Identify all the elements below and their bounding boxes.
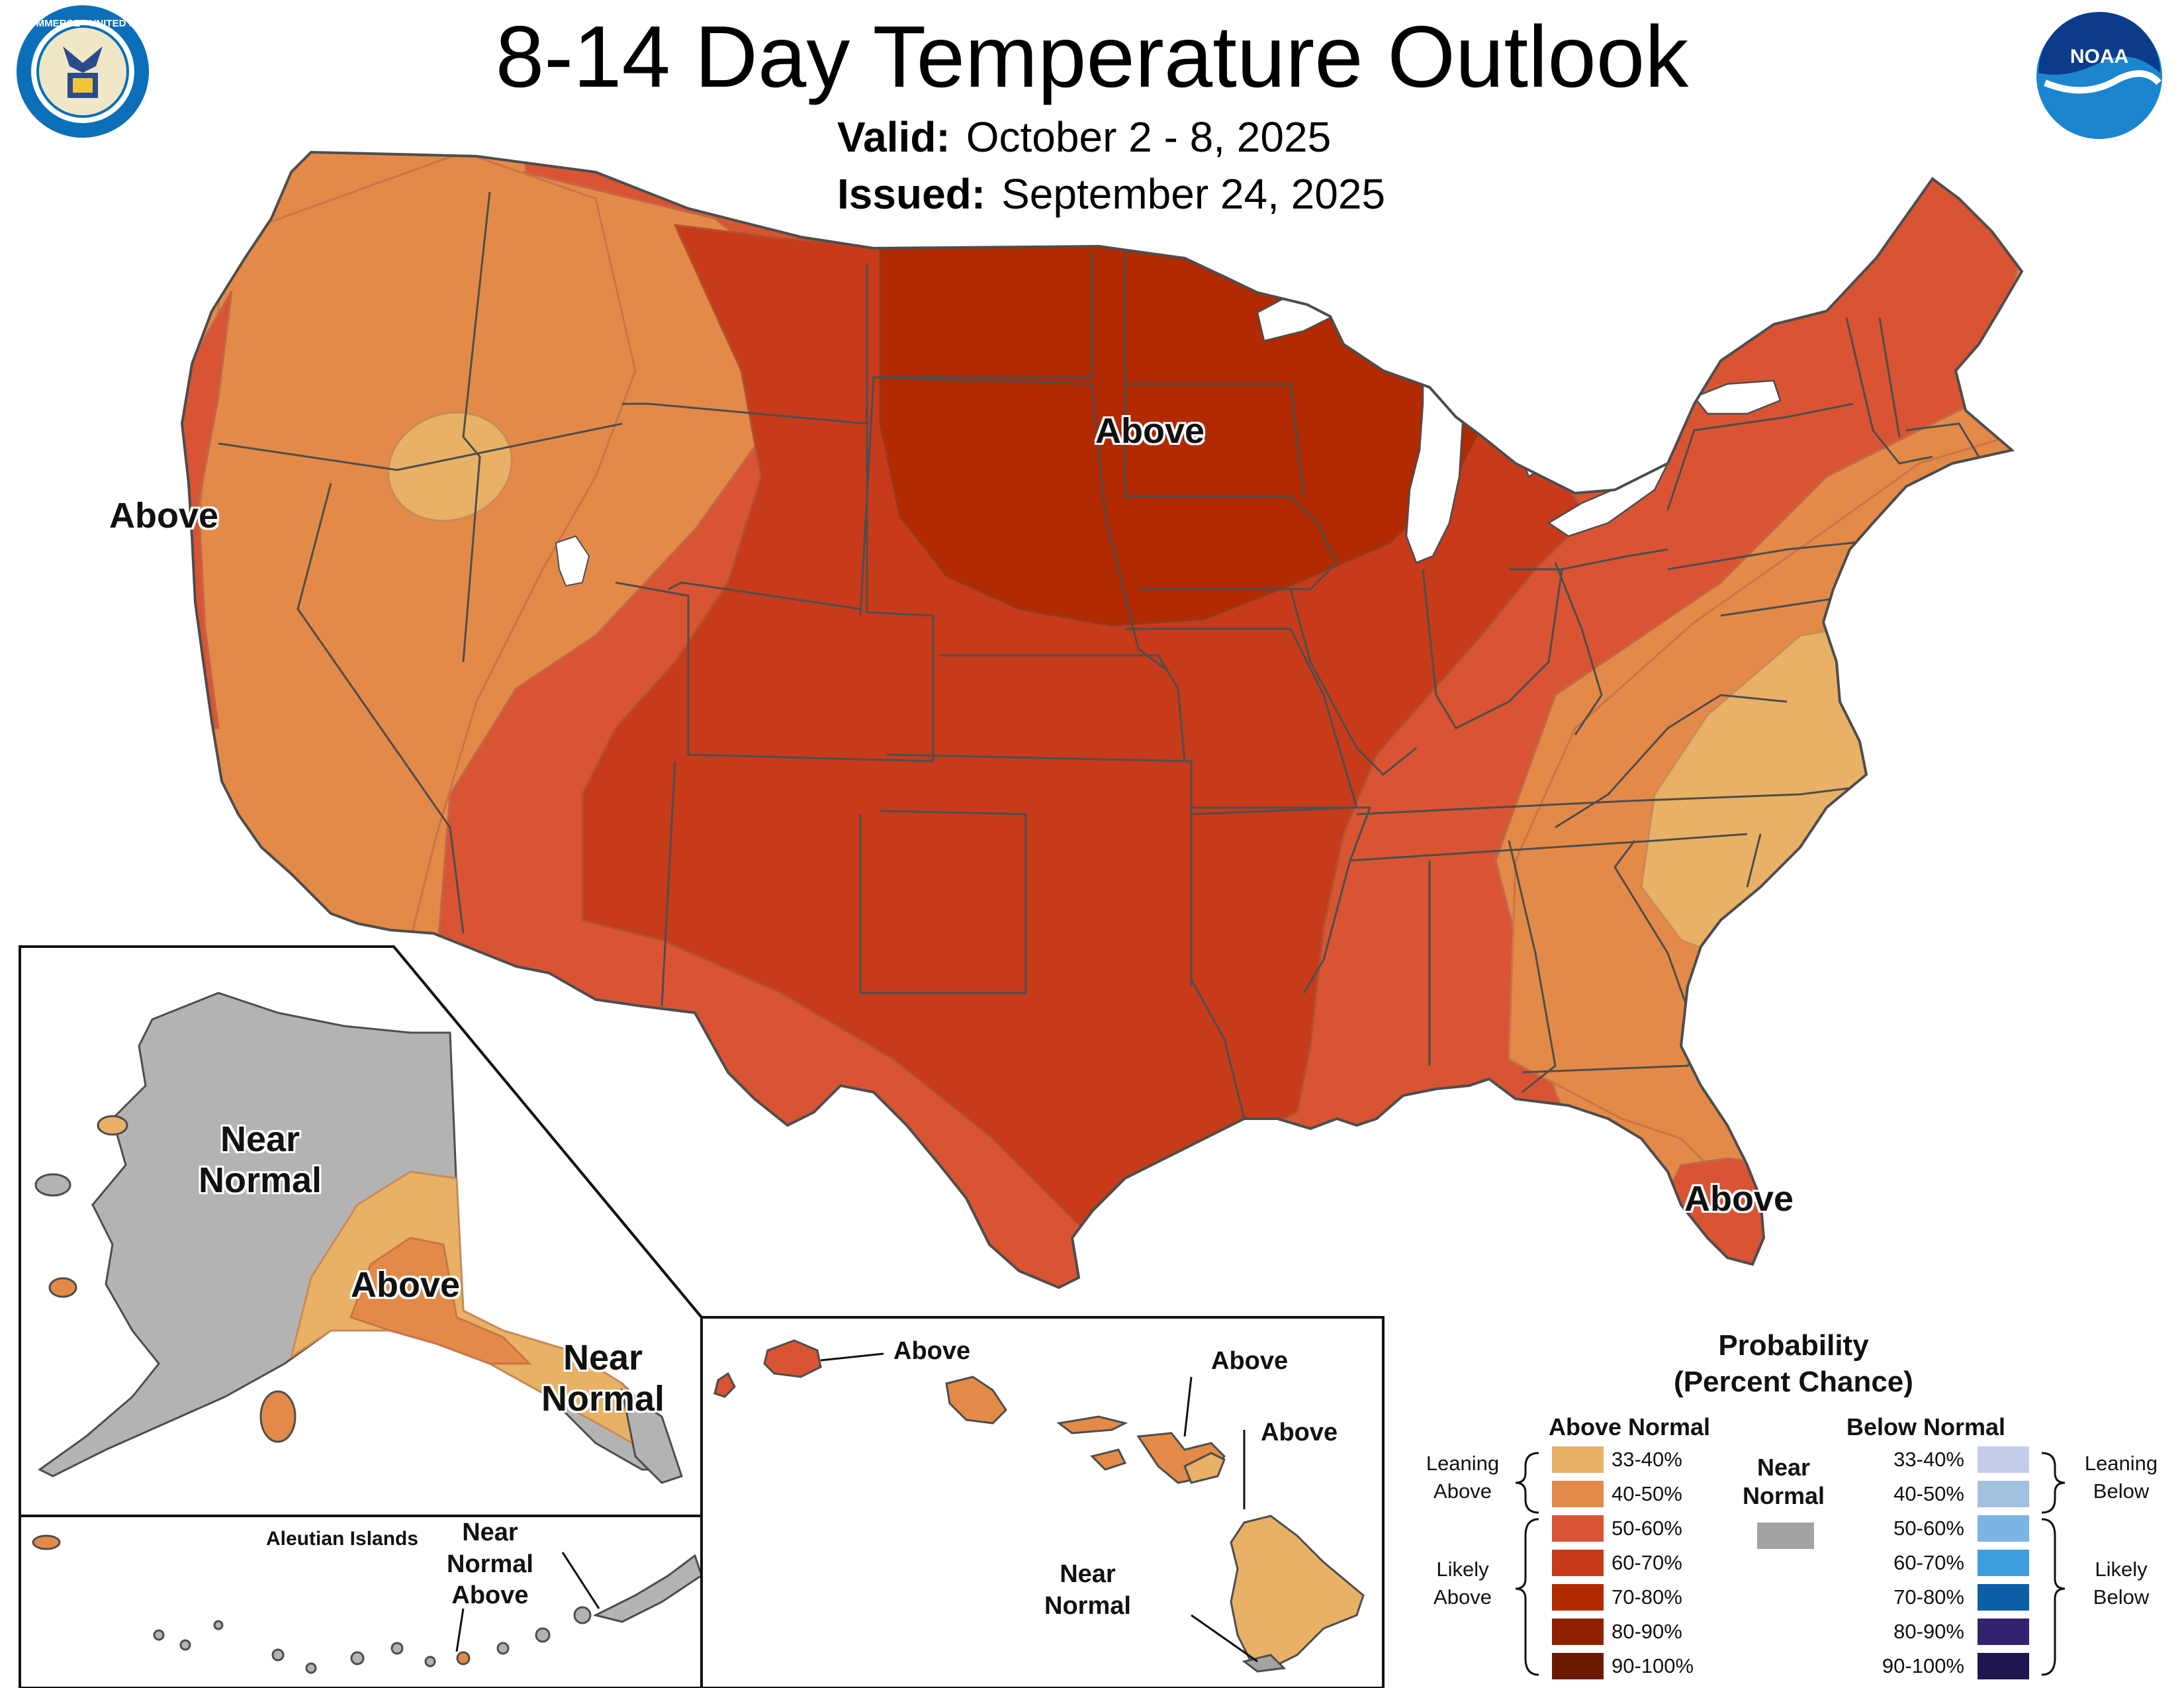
legend-above-range-0: 33-40% (1612, 1448, 1682, 1471)
label-aleutian: Near Normal Above (447, 1519, 533, 1609)
alaska-inset (19, 945, 703, 1517)
legend-title: Probability (Percent Chance) (1674, 1329, 1913, 1398)
legend-above-range-6: 90-100% (1612, 1654, 1694, 1677)
noaa-logo-icon: NOAA (2036, 12, 2162, 139)
legend-below-swatch-4 (1978, 1584, 2029, 1611)
label-alaska-southeast: Near Normal (541, 1338, 665, 1419)
legend-below-range-4: 70-80% (1893, 1585, 1964, 1609)
label-alaska-above: Above (351, 1265, 461, 1305)
legend-above-range-3: 60-70% (1612, 1551, 1682, 1574)
legend-below-swatch-3 (1978, 1550, 2029, 1576)
legend-below-range-5: 80-90% (1893, 1620, 1964, 1643)
legend-likely-below: Likely Below (2093, 1558, 2150, 1609)
legend-above-range-4: 70-80% (1612, 1585, 1682, 1609)
label-hawaii-near-normal: Near Normal (1044, 1560, 1131, 1620)
legend-leaning-above: Leaning Above (1426, 1452, 1500, 1503)
legend-likely-above: Likely Above (1433, 1558, 1492, 1609)
label-florida-above: Above (1684, 1179, 1794, 1219)
great-salt-lake (555, 535, 590, 587)
label-hawaii-kauai: Above (893, 1337, 971, 1365)
legend-above-swatch-1 (1552, 1481, 1604, 1507)
svg-text:DEPARTMENT OF COMMERCE · UNITE: DEPARTMENT OF COMMERCE · UNITED STATES O… (0, 18, 232, 29)
issued-line: Issued: September 24, 2025 (837, 170, 1386, 218)
legend-above-range-1: 40-50% (1612, 1482, 1682, 1505)
legend-below-range-0: 33-40% (1893, 1448, 1964, 1471)
big-island (1230, 1515, 1365, 1669)
legend-above-swatch-0 (1552, 1446, 1604, 1473)
legend-graphics (1515, 1446, 2066, 1679)
near-normal-swatch (1757, 1523, 1814, 1549)
hawaii-inset (700, 1316, 1385, 1688)
page-title: 8-14 Day Temperature Outlook (495, 8, 1689, 105)
legend-above-range-2: 50-60% (1612, 1517, 1682, 1540)
legend-above-swatch-4 (1552, 1584, 1604, 1611)
legend-below-swatch-5 (1978, 1618, 2029, 1645)
legend-leaning-below: Leaning Below (2084, 1452, 2158, 1503)
legend-below-range-3: 60-70% (1893, 1551, 1964, 1574)
legend-below-swatch-1 (1978, 1481, 2029, 1507)
outlook-dates: Valid: October 2 - 8, 2025 Issued: Septemb… (837, 116, 1385, 230)
alaska-above-40-50 (349, 1237, 532, 1365)
legend-near-header: Near Normal (1742, 1454, 1825, 1510)
legend-above-swatch-2 (1552, 1515, 1604, 1542)
label-north-above: Above (1095, 411, 1205, 451)
legend-above-range-5: 80-90% (1612, 1620, 1682, 1643)
svg-text:NOAA: NOAA (2070, 46, 2128, 68)
oahu (945, 1376, 1007, 1425)
legend-above-swatch-5 (1552, 1618, 1604, 1645)
label-aleutian-title: Aleutian Islands (266, 1528, 419, 1550)
department-of-commerce-seal-icon: DEPARTMENT OF COMMERCE · UNITED STATES O… (0, 5, 232, 138)
legend-below-header: Below Normal (1846, 1413, 2006, 1440)
label-alaska-near-normal: Near Normal (199, 1119, 322, 1201)
legend-above-swatch-3 (1552, 1550, 1604, 1576)
legend-below-swatch-6 (1978, 1653, 2029, 1679)
legend-above-swatch-6 (1552, 1653, 1604, 1679)
kauai (763, 1339, 822, 1378)
legend-below-swatch-0 (1978, 1446, 2029, 1473)
legend-above-header: Above Normal (1549, 1413, 1711, 1440)
zone-33-40-idaho (387, 411, 513, 522)
legend-below-swatch-2 (1978, 1515, 2029, 1542)
label-hawaii-bigisland: Above (1261, 1419, 1338, 1446)
valid-line: Valid: October 2 - 8, 2025 (837, 113, 1332, 161)
aleutian-inset (19, 1515, 703, 1688)
label-hawaii-maui: Above (1211, 1347, 1289, 1375)
label-west-above: Above (109, 496, 219, 536)
legend-below-range-2: 50-60% (1893, 1517, 1964, 1540)
legend-below-range-1: 40-50% (1893, 1482, 1964, 1505)
alaska-southeast-gray (620, 1387, 683, 1484)
legend-below-range-6: 90-100% (1882, 1654, 1964, 1677)
